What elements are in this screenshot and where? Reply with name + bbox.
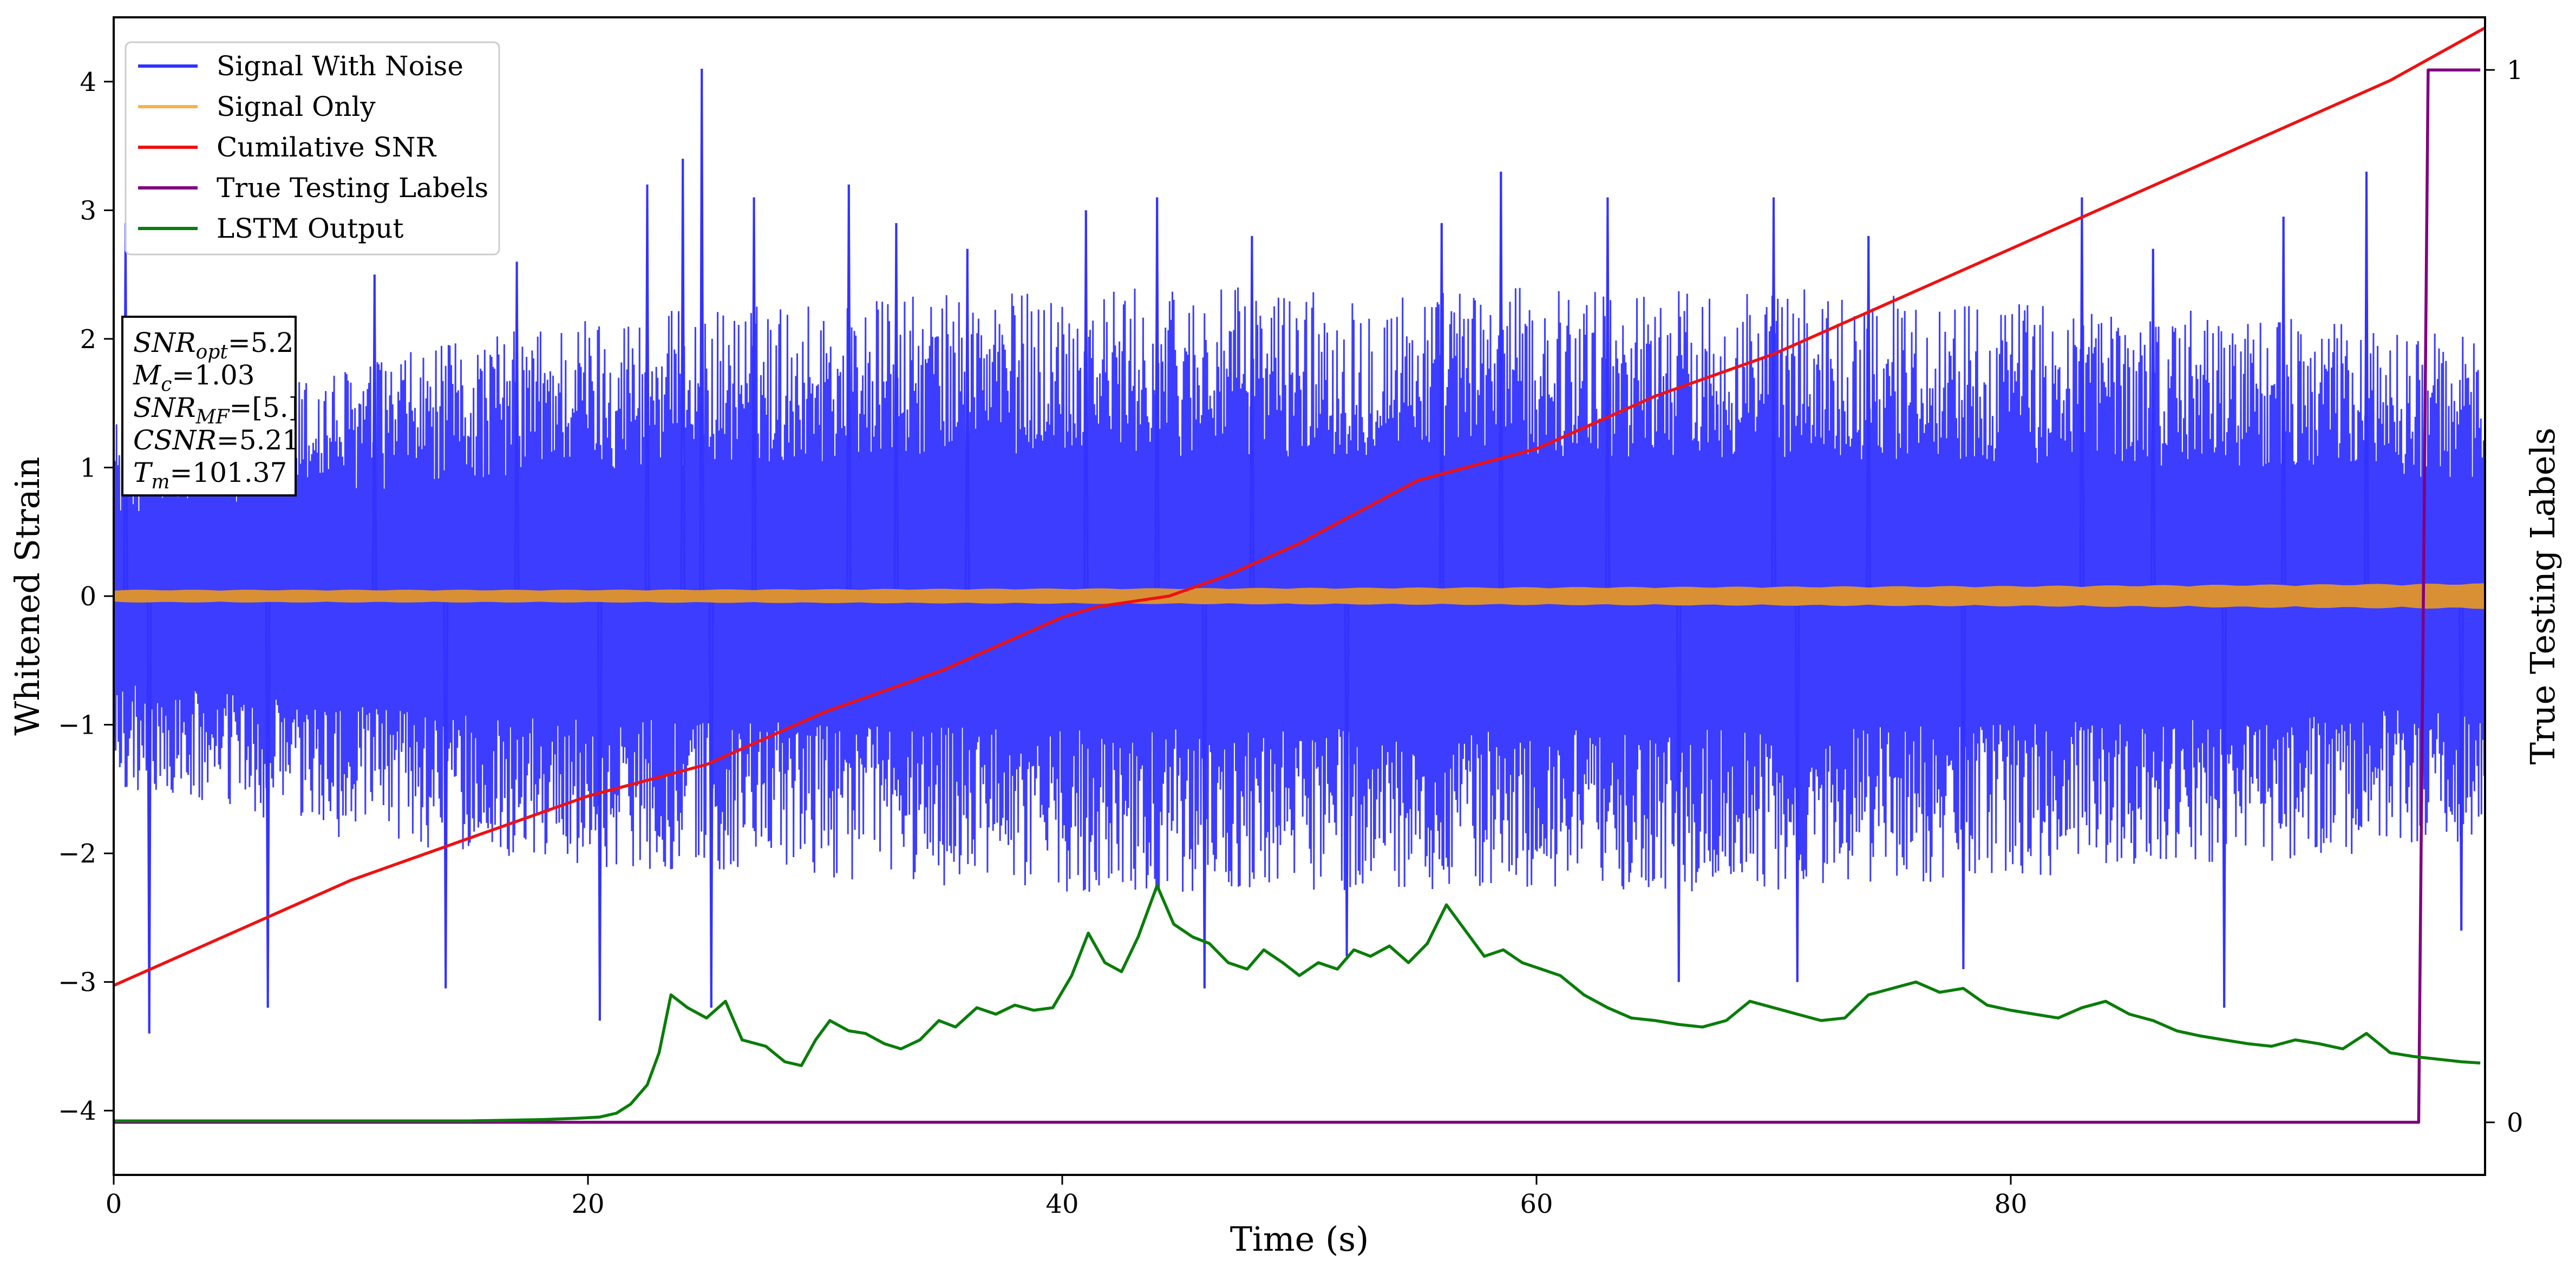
signal-with-noise-spike xyxy=(1606,197,1611,597)
signal-with-noise-spike xyxy=(2081,197,2085,597)
parameter-line: Mc=1.03 xyxy=(133,360,255,396)
y-tick-label: 0 xyxy=(80,582,96,612)
y-tick-label: 1 xyxy=(80,453,96,483)
y-right-axis-title: True Testing Labels xyxy=(2523,428,2562,765)
signal-with-noise-spike xyxy=(895,223,899,597)
plot-content xyxy=(114,26,2485,1124)
legend-box xyxy=(125,41,500,256)
signal-with-noise-spike xyxy=(444,596,449,989)
y-right-tick-label: 1 xyxy=(2507,55,2523,86)
y-right-tick-label: 0 xyxy=(2507,1108,2523,1138)
y-tick-label: 4 xyxy=(80,67,96,97)
signal-with-noise-spike xyxy=(1773,197,1776,597)
signal-with-noise-spike xyxy=(1251,236,1255,597)
signal-with-noise-spike xyxy=(1677,596,1682,982)
parameter-box: SNRopt=5.2Mc=1.03SNRMF=[5.]CSNR=5.21Tm=1… xyxy=(121,316,299,496)
y-tick-label: 2 xyxy=(80,324,96,355)
signal-with-noise-spike xyxy=(1156,197,1160,597)
parameter-line: SNRopt=5.2 xyxy=(133,327,293,363)
y-tick-label: −2 xyxy=(58,839,96,869)
signal-with-noise-spike xyxy=(148,596,152,1034)
parameter-line: Tm=101.37 xyxy=(133,457,287,493)
x-axis-title: Time (s) xyxy=(1230,1219,1369,1259)
signal-with-noise-spike xyxy=(2460,596,2464,931)
x-tick-label: 20 xyxy=(571,1189,604,1219)
signal-with-noise-spike xyxy=(1962,596,1966,969)
cumilative-snr-line xyxy=(114,26,2485,987)
signal-with-noise-spike xyxy=(1440,223,1444,597)
signal-with-noise-spike xyxy=(966,249,970,597)
legend-label-lstm-output: LSTM Output xyxy=(217,213,403,244)
x-tick-label: 0 xyxy=(106,1189,122,1219)
parameter-line: SNRMF=[5.] xyxy=(133,392,299,428)
signal-with-noise-spike xyxy=(710,596,714,1008)
legend: Signal With Noise Signal Only Cumilative S… xyxy=(125,41,500,256)
signal-with-noise-spike xyxy=(598,596,603,1021)
signal-with-noise-spike xyxy=(1203,596,1207,989)
signal-with-noise-spike xyxy=(1084,210,1089,597)
signal-with-noise-spike xyxy=(701,69,705,597)
y-axis-title: Whitened Strain xyxy=(8,457,47,736)
x-tick-label: 80 xyxy=(1994,1189,2027,1219)
x-tick-label: 40 xyxy=(1045,1189,1078,1219)
legend-label-signal-only: Signal Only xyxy=(217,91,376,122)
signal-with-noise-spike xyxy=(682,159,686,597)
lstm-output-line xyxy=(114,884,2481,1122)
signal-with-noise-spike xyxy=(266,596,271,1008)
signal-with-noise-spike xyxy=(1867,236,1872,597)
signal-with-noise-spike xyxy=(515,262,520,597)
signal-with-noise-spike xyxy=(847,184,852,597)
parameter-line: CSNR=5.21 xyxy=(133,424,299,456)
signal-with-noise-spike xyxy=(1345,596,1350,957)
true-testing-labels-line xyxy=(114,68,2481,1124)
legend-label-true-testing-labels: True Testing Labels xyxy=(217,172,488,204)
y-tick-label: −1 xyxy=(58,710,96,741)
series-layer xyxy=(114,26,2485,1124)
legend-label-signal-with-noise: Signal With Noise xyxy=(217,50,463,82)
y-tick-label: −4 xyxy=(58,1096,96,1126)
signal-with-noise-spike xyxy=(1500,172,1504,597)
parameter-box-frame xyxy=(121,316,297,496)
legend-label-cumilative-snr: Cumilative SNR xyxy=(217,132,436,163)
signal-with-noise-spike xyxy=(753,197,757,597)
signal-with-noise-spike xyxy=(2223,596,2227,1008)
signal-with-noise-spike xyxy=(646,184,650,597)
signal-only-band xyxy=(114,583,2485,609)
signal-with-noise-spike xyxy=(1796,596,1800,982)
signal-with-noise-trace xyxy=(114,287,2485,892)
signal-with-noise-spike xyxy=(373,275,377,597)
y-tick-label: 3 xyxy=(80,195,96,226)
x-tick-label: 60 xyxy=(1520,1189,1553,1219)
signal-with-noise-spike xyxy=(2152,249,2156,597)
y-tick-label: −3 xyxy=(58,968,96,998)
signal-with-noise-spike xyxy=(2282,217,2286,597)
signal-with-noise-spike xyxy=(2365,172,2369,597)
